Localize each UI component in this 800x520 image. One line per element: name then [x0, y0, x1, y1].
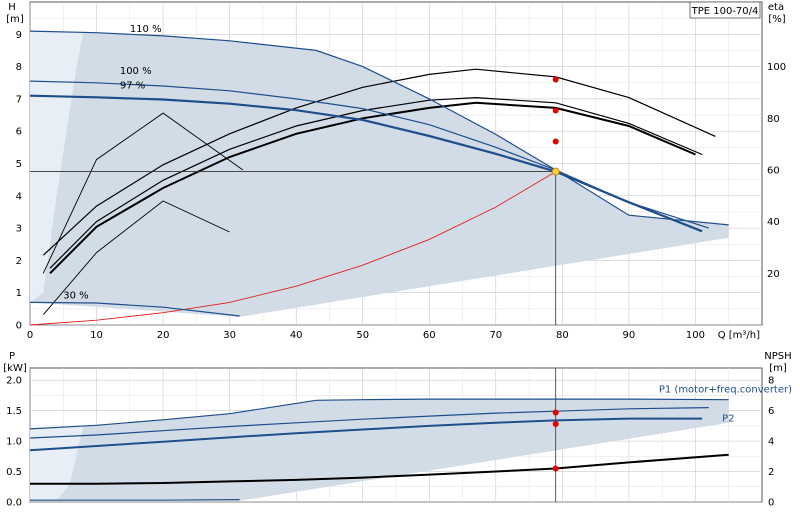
p1-curve-label: P1 (motor+freq.converter) — [659, 384, 792, 395]
head-tick-label: 7 — [16, 94, 22, 105]
speed-label-97: 97 % — [120, 80, 145, 91]
flow-tick-label: 80 — [556, 330, 569, 341]
head-low-flow-zone — [30, 31, 84, 303]
flow-tick-label: 40 — [290, 330, 303, 341]
eta-tick-label: 100 — [767, 62, 786, 73]
power-curve — [30, 499, 240, 501]
flow-axis-title: Q [m³/h] — [718, 330, 760, 341]
head-tick-label: 5 — [16, 159, 22, 170]
head-axis-title: H — [8, 2, 16, 13]
head-tick-label: 1 — [16, 288, 22, 299]
power-duty-marker — [552, 421, 559, 428]
power-tick-label: 2.0 — [6, 376, 22, 387]
eta-axis-unit: [%] — [768, 14, 785, 25]
efficiency-curve — [42, 200, 230, 315]
power-duty-marker — [552, 465, 559, 472]
power-curve — [29, 398, 729, 430]
power-low-flow-zone — [30, 425, 84, 501]
power-curve — [29, 407, 709, 439]
speed-label-100: 100 % — [120, 66, 152, 77]
efficiency-duty-marker — [552, 76, 559, 83]
npsh-tick-label: 4 — [768, 437, 774, 448]
power-axis-unit: [kW] — [3, 363, 27, 374]
flow-tick-label: 10 — [90, 330, 103, 341]
speed-label-110: 110 % — [130, 24, 162, 35]
flow-tick-label: 20 — [157, 330, 170, 341]
flow-tick-label: 50 — [356, 330, 369, 341]
efficiency-curve — [49, 96, 703, 269]
power-tick-label: 0.0 — [6, 498, 22, 509]
head-tick-label: 8 — [16, 62, 22, 73]
head-tick-label: 6 — [16, 127, 22, 138]
power-curve — [29, 417, 703, 452]
flow-tick-label: 60 — [423, 330, 436, 341]
head-curve-30pct — [29, 301, 240, 317]
npsh-tick-label: 2 — [768, 467, 774, 478]
head-tick-label: 9 — [16, 30, 22, 41]
eta-tick-label: 60 — [767, 165, 780, 176]
efficiency-curve — [49, 101, 696, 275]
model-label: TPE 100-70/4 — [691, 6, 759, 17]
eta-axis-title: eta — [768, 2, 784, 13]
power-axis-title: P — [9, 351, 15, 362]
p2-curve-label: P2 — [722, 414, 734, 425]
head-tick-label: 4 — [16, 191, 22, 202]
npsh-tick-label: 8 — [768, 376, 774, 387]
system-curve — [29, 171, 556, 326]
head-curve-97pct — [29, 94, 703, 233]
efficiency-duty-marker — [552, 138, 559, 145]
npsh-tick-label: 0 — [768, 498, 774, 509]
flow-tick-label: 0 — [27, 330, 33, 341]
power-duty-marker — [552, 409, 559, 416]
npsh-tick-label: 6 — [768, 406, 774, 417]
flow-tick-label: 100 — [686, 330, 705, 341]
power-tick-label: 0.5 — [6, 467, 22, 478]
eta-tick-label: 40 — [767, 217, 780, 228]
npsh-curve — [30, 453, 729, 485]
efficiency-curve — [42, 112, 244, 274]
flow-tick-label: 90 — [623, 330, 636, 341]
model-label-box — [689, 1, 761, 19]
efficiency-duty-marker — [552, 107, 559, 114]
head-curve-110pct — [29, 30, 729, 226]
flow-tick-label: 70 — [489, 330, 502, 341]
speed-label-30: 30 % — [63, 290, 88, 301]
head-axis-unit: [m] — [6, 14, 24, 25]
head-tick-label: 3 — [16, 224, 22, 235]
eta-tick-label: 20 — [767, 269, 780, 280]
head-tick-label: 2 — [16, 256, 22, 267]
npsh-axis-unit: [m] — [769, 363, 787, 374]
power-tick-label: 1.5 — [6, 406, 22, 417]
head-tick-label: 0 — [16, 321, 22, 332]
flow-tick-label: 30 — [223, 330, 236, 341]
duty-point-marker — [551, 167, 560, 176]
npsh-axis-title: NPSH — [764, 351, 791, 362]
efficiency-curve — [42, 68, 716, 256]
power-tick-label: 1.0 — [6, 437, 22, 448]
eta-tick-label: 80 — [767, 114, 780, 125]
